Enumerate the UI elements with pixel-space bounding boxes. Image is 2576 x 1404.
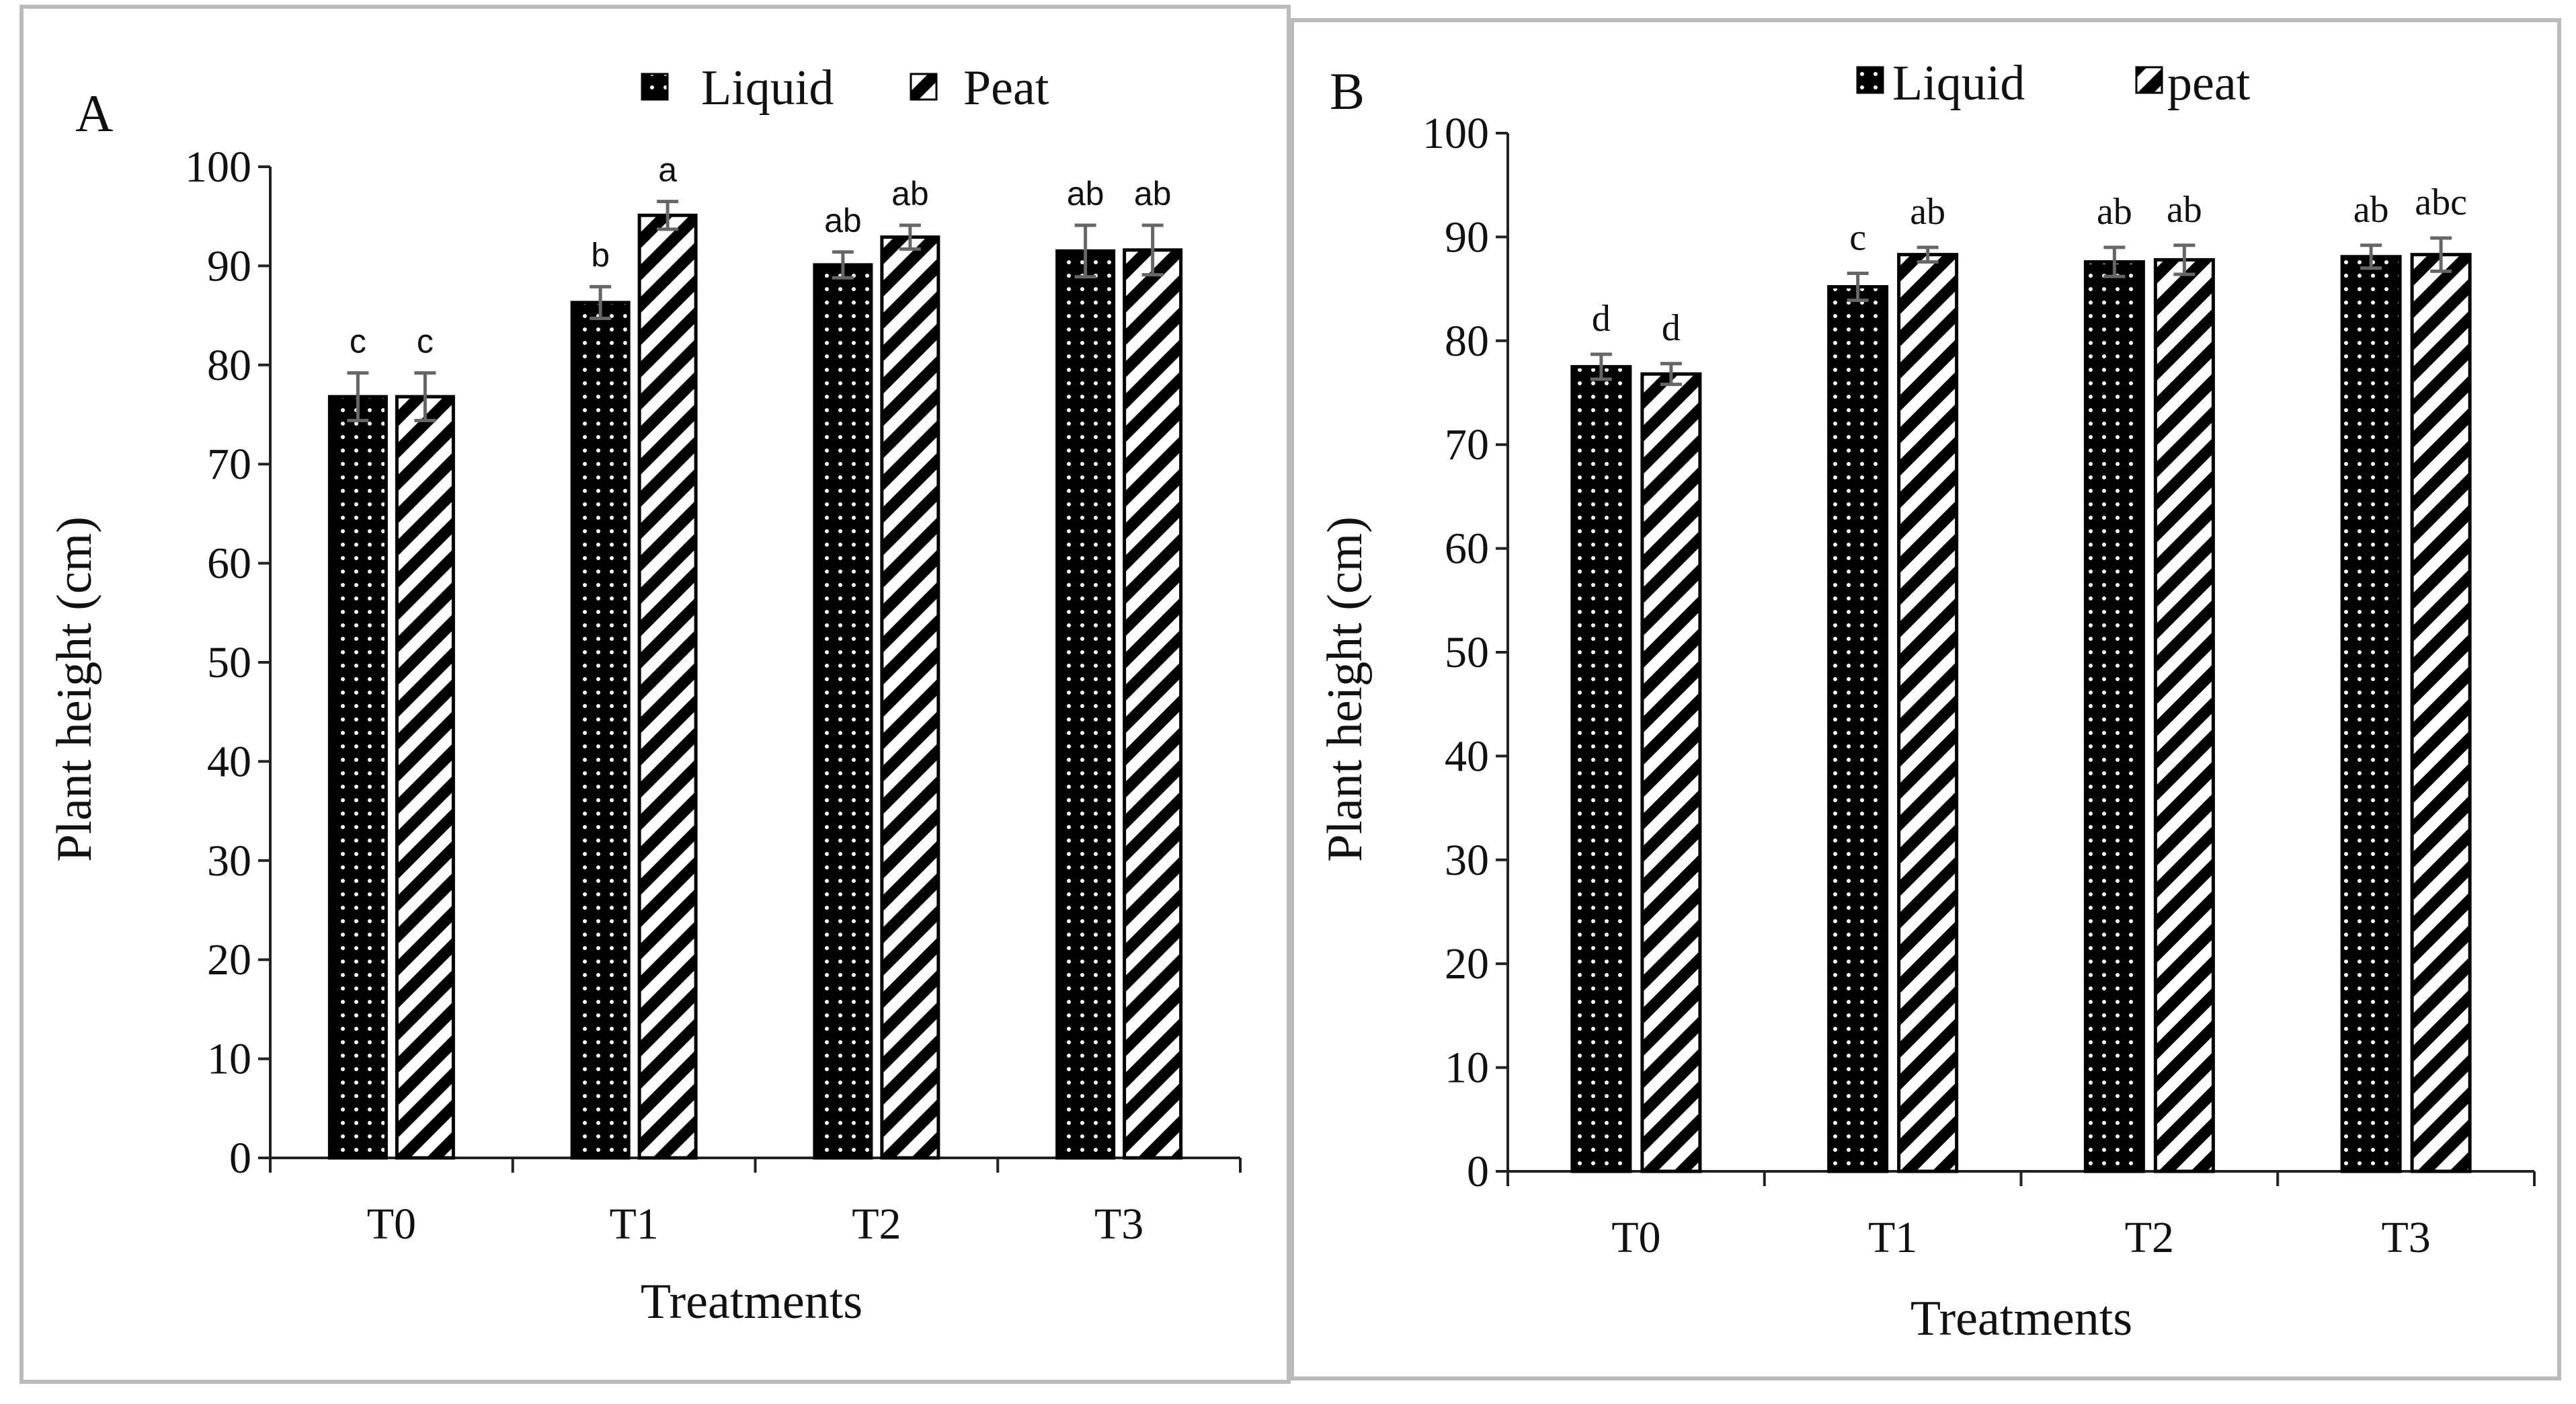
bar-peat-t1 <box>1897 253 1959 1173</box>
y-tick-label: 0 <box>229 1134 251 1183</box>
legend-swatch-peat <box>2135 66 2163 94</box>
x-axis-title: Treatments <box>1910 1291 2132 1346</box>
legend: Liquid peat <box>1856 56 2251 111</box>
y-tick-label: 30 <box>207 836 251 886</box>
x-category-label: T0 <box>367 1200 416 1249</box>
y-tick-label: 10 <box>1445 1044 1489 1093</box>
y-tick-label: 20 <box>207 935 251 984</box>
legend-label-liquid: Liquid <box>701 61 834 116</box>
legend-label-peat: Peat <box>963 61 1049 116</box>
bar-liquid-t3 <box>1055 249 1116 1160</box>
bar-liquid-t0 <box>1570 364 1632 1173</box>
bar-peat-t0 <box>1640 372 1702 1173</box>
chart-panel-a: A Liquid Peat Plant height (cm) Treatmen… <box>47 61 1242 1329</box>
y-tick-label: 90 <box>207 241 251 290</box>
y-tick-label: 50 <box>1445 628 1489 677</box>
y-tick-label: 10 <box>207 1035 251 1084</box>
panel-letter: A <box>75 84 113 143</box>
y-axis-title: Plant height (cm) <box>1318 516 1373 862</box>
significance-letter: a <box>658 151 677 189</box>
bar-peat-t3 <box>2410 253 2472 1173</box>
panel-a-border <box>19 5 1291 1384</box>
significance-letter: ab <box>1910 191 1945 233</box>
bar-peat-t3 <box>1123 248 1183 1160</box>
x-category-label: T0 <box>1611 1213 1660 1262</box>
legend-swatch-peat <box>910 73 938 101</box>
bar-liquid-t1 <box>570 301 631 1160</box>
significance-letter: ab <box>824 202 862 239</box>
significance-letter: ab <box>1134 175 1172 212</box>
y-tick-label: 40 <box>207 737 251 786</box>
y-tick-label: 80 <box>1445 317 1489 366</box>
panel-b-border <box>1290 18 2561 1380</box>
bar-liquid-t1 <box>1827 285 1889 1173</box>
significance-letter: c <box>1849 217 1866 258</box>
y-tick-label: 60 <box>1445 524 1489 574</box>
bar-liquid-t0 <box>327 395 388 1160</box>
y-tick-label: 70 <box>207 440 251 489</box>
y-tick-label: 70 <box>1445 420 1489 469</box>
x-axis-title: Treatments <box>641 1274 862 1329</box>
bar-liquid-t2 <box>2083 260 2145 1173</box>
legend: Liquid Peat <box>641 61 1049 116</box>
x-category-label: T2 <box>2125 1213 2174 1262</box>
bar-liquid-t2 <box>813 263 873 1160</box>
y-tick-label: 90 <box>1445 212 1489 262</box>
y-tick-label: 30 <box>1445 836 1489 885</box>
legend-swatch-liquid <box>641 73 669 101</box>
bar-peat-t0 <box>395 395 455 1160</box>
significance-letter: ab <box>1067 175 1104 212</box>
panel-letter: B <box>1330 62 1365 120</box>
significance-letter: c <box>350 323 366 360</box>
significance-letter: d <box>1592 298 1611 340</box>
significance-letter: ab <box>2167 189 2202 231</box>
significance-letter: ab <box>2097 191 2132 233</box>
y-tick-label: 80 <box>207 341 251 390</box>
legend-label-peat: peat <box>2167 56 2251 111</box>
y-axis-title: Plant height (cm) <box>47 516 102 862</box>
significance-letter: abc <box>2415 182 2467 223</box>
bar-peat-t2 <box>880 235 940 1160</box>
significance-letter: b <box>591 236 610 274</box>
x-category-label: T1 <box>609 1200 658 1249</box>
x-category-label: T3 <box>2381 1213 2430 1262</box>
y-tick-label: 0 <box>1467 1147 1489 1196</box>
legend-swatch-liquid <box>1856 66 1884 94</box>
x-category-label: T3 <box>1094 1200 1143 1249</box>
bar-liquid-t3 <box>2340 255 2402 1173</box>
y-tick-label: 100 <box>185 143 251 192</box>
x-category-label: T2 <box>852 1200 901 1249</box>
y-tick-label: 50 <box>207 638 251 687</box>
bar-peat-t2 <box>2153 258 2215 1173</box>
y-tick-label: 20 <box>1445 939 1489 988</box>
chart-panel-b: B Liquid peat Plant height (cm) Treatmen… <box>1318 56 2536 1346</box>
significance-letter: d <box>1662 307 1681 349</box>
significance-letter: c <box>417 323 434 360</box>
x-category-label: T1 <box>1868 1213 1917 1262</box>
bar-peat-t1 <box>637 213 698 1160</box>
y-tick-label: 100 <box>1422 109 1489 158</box>
y-tick-label: 60 <box>207 539 251 588</box>
significance-letter: ab <box>891 175 929 212</box>
legend-label-liquid: Liquid <box>1892 56 2025 111</box>
significance-letter: ab <box>2353 189 2389 231</box>
y-tick-label: 40 <box>1445 732 1489 781</box>
